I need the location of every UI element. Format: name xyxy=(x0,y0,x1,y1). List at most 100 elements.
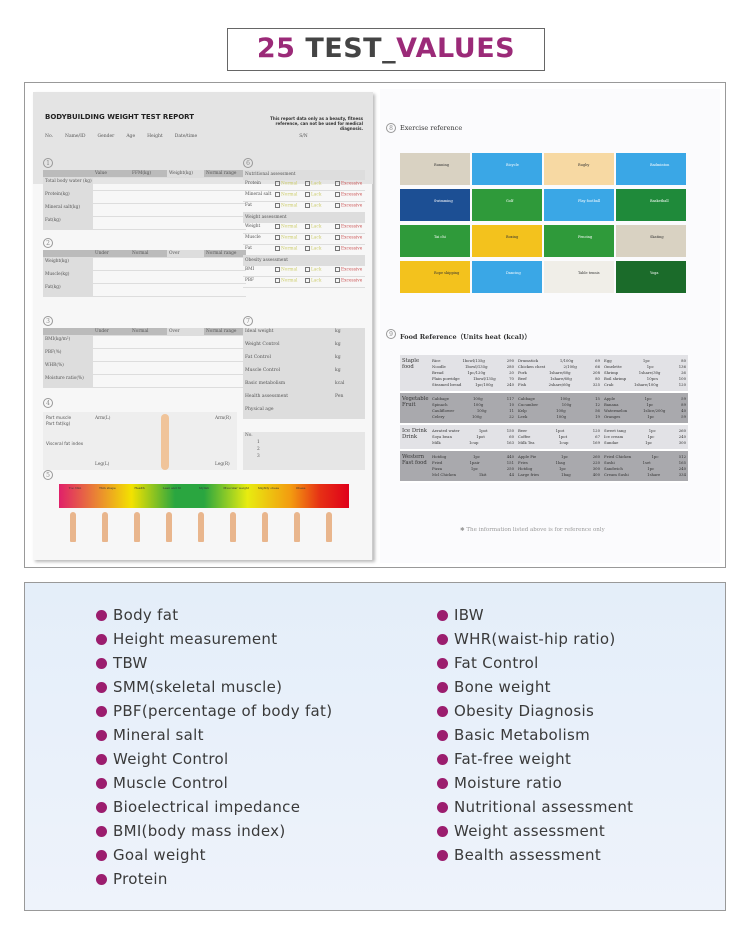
option-label: Lack xyxy=(311,181,322,187)
feature-item: WHR(waist-hip ratio) xyxy=(437,630,616,648)
bullet-icon xyxy=(437,826,448,837)
food-cell: 60 xyxy=(509,434,514,439)
checkbox xyxy=(335,246,340,251)
food-cell: 440 xyxy=(506,454,514,459)
option-label: Normal xyxy=(281,181,298,187)
option-excessive: Excessive xyxy=(333,223,363,233)
food-cell: Soya bean xyxy=(432,434,452,439)
table-row: Fat(kg) xyxy=(43,284,246,297)
feature-item: Protein xyxy=(96,870,168,888)
food-cell: Pork xyxy=(518,370,527,375)
row-number: 1 xyxy=(257,440,260,445)
report-title: BODYBUILDING WEIGHT TEST REPORT xyxy=(45,113,195,121)
exercise-label: Dancing xyxy=(506,271,521,275)
option-lack: Lack xyxy=(303,202,333,212)
food-cell: 1bag xyxy=(561,472,571,477)
feature-item: Nutritional assessment xyxy=(437,798,633,816)
body-figure-icon xyxy=(294,512,300,542)
food-cell: 1pot xyxy=(555,428,565,433)
body-type-scale: Too thin Thin shape Health Lean and fit Styl… xyxy=(59,484,349,508)
exercise-tile: Play football xyxy=(544,189,614,221)
food-cell: 1pc xyxy=(651,454,659,459)
food-item: Plain porridge 1bowl/135g 70 xyxy=(432,376,514,382)
row-label: Health assessment xyxy=(245,394,289,399)
bullet-icon xyxy=(96,850,107,861)
row-label: Fat xyxy=(245,246,252,251)
exercise-tile: Rope skipping xyxy=(400,261,470,293)
exercise-label: Skating xyxy=(650,235,664,239)
option-label: Lack xyxy=(311,224,322,230)
feature-label: IBW xyxy=(454,606,484,624)
s2-header: Under Normal Over Normal range xyxy=(43,250,246,258)
row-label: Moisture ratio(%) xyxy=(43,375,93,387)
food-category: Ice Drink Drink xyxy=(402,428,427,440)
feature-label: SMM(skeletal muscle) xyxy=(113,678,283,696)
food-cell: 1pc xyxy=(647,434,655,439)
option-label: Excessive xyxy=(341,246,363,252)
food-cell: 1pc xyxy=(646,402,654,407)
report-field-label: Date/time xyxy=(174,134,198,139)
food-item: Omelette 1pc 136 xyxy=(604,364,686,370)
food-cell: 19 xyxy=(595,414,600,419)
food-cell: Sushi xyxy=(604,460,615,465)
scale-level: Too thin xyxy=(68,486,82,490)
reference-page: 8 Exercise reference Running Bicycle Rugby… xyxy=(380,89,720,563)
food-item: Sandwich 1pc 240 xyxy=(604,466,686,472)
row-label: WHR(%) xyxy=(43,362,93,374)
row-label: Basic metabolism xyxy=(245,381,286,386)
exercise-label: Yoga xyxy=(650,271,659,275)
food-category: Vegetable Fruit xyxy=(402,396,429,408)
checkbox xyxy=(275,246,280,251)
option-label: Excessive xyxy=(341,203,363,209)
exercise-label: Table tennis xyxy=(578,271,600,275)
s2-table: Under Normal Over Normal range Weight(kg) Mus… xyxy=(43,250,246,297)
control-row: Muscle Control kg xyxy=(243,367,365,380)
exercise-tile: Bicycle xyxy=(472,153,542,185)
table-row: BMI(kg/m²) xyxy=(43,336,246,349)
food-cell: 1pot xyxy=(476,434,485,439)
body-figure-icon xyxy=(161,414,169,470)
section-2-icon: 2 xyxy=(43,238,53,248)
food-cell: Beef xyxy=(518,376,527,381)
column-header: Normal range xyxy=(206,171,237,176)
checkbox xyxy=(335,235,340,240)
option-label: Excessive xyxy=(341,192,363,198)
report-fields: No. Name/ID Gender Age Height Date/time S/N xyxy=(45,134,308,139)
food-cell: 400 xyxy=(592,472,600,477)
option-label: Excessive xyxy=(341,224,363,230)
food-cell: Sundae xyxy=(604,440,619,445)
feature-item: Muscle Control xyxy=(96,774,228,792)
food-cell: Oranges xyxy=(604,414,621,419)
food-cell: Milk xyxy=(432,440,441,445)
row-label: Fat(kg) xyxy=(43,217,93,229)
food-cell: Cucumber xyxy=(518,402,539,407)
food-item: Bread 1pc/120g 20 xyxy=(432,370,514,376)
feature-item: TBW xyxy=(96,654,148,672)
exercise-tile: Rugby xyxy=(544,153,614,185)
exercise-tile: Tai chi xyxy=(400,225,470,257)
feature-item: Moisture ratio xyxy=(437,774,562,792)
row-label: Protein(kg) xyxy=(43,191,93,203)
table-row: Total body water (kg) xyxy=(43,178,246,191)
feature-label: Fat-free weight xyxy=(454,750,572,768)
option-label: Excessive xyxy=(341,235,363,241)
food-cell: Boil shrimp xyxy=(604,376,627,381)
option-lack: Lack xyxy=(303,191,333,201)
food-cell: 1slice/200g xyxy=(643,408,666,413)
bullet-icon xyxy=(96,658,107,669)
food-cell: Rice xyxy=(432,358,441,363)
food-item: Mcl Chicken 1kit 44 xyxy=(432,472,514,478)
food-column: Fried Chicken 1pc 512 Sushi 1set 165 Sandwich 1… xyxy=(602,451,688,481)
food-cell: Plain porridge xyxy=(432,376,460,381)
feature-label: Nutritional assessment xyxy=(454,798,634,816)
body-figure-icon xyxy=(326,512,332,542)
features-panel: Body fat Height measurement TBW SMM(skeleta… xyxy=(24,582,726,911)
food-cell: 169 xyxy=(592,440,600,445)
food-cell: Cream Sushi xyxy=(604,472,629,477)
food-item: Milk Tea 1cup 169 xyxy=(518,440,600,446)
food-cell: 22 xyxy=(509,414,514,419)
food-item: Pizza 1pc 250 xyxy=(432,466,514,472)
bullet-icon xyxy=(96,754,107,765)
food-cell: 100g xyxy=(473,402,484,407)
exercise-label: Badminton xyxy=(650,163,670,167)
